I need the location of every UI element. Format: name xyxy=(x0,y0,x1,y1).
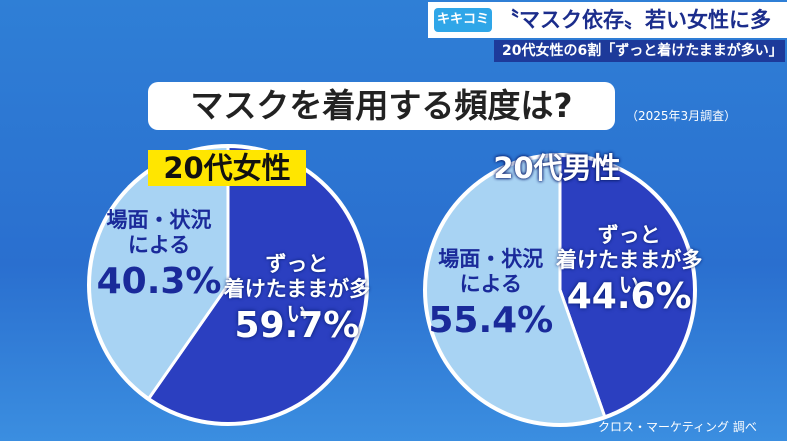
slice-value: 40.3% xyxy=(96,261,222,303)
chart-title: 20代女性 xyxy=(148,150,306,186)
slice-value: 44.6% xyxy=(566,276,692,318)
source: クロス・マーケティング 調べ xyxy=(598,420,757,434)
slice-category: ずっと 着けたままが多い xyxy=(556,223,703,298)
date-note: （2025年3月調査） xyxy=(626,109,737,123)
slice-value: 55.4% xyxy=(428,299,554,341)
slice-category: 場面・状況 による xyxy=(106,208,212,258)
badge: キキコミ xyxy=(434,8,492,32)
pie-outline xyxy=(87,144,369,426)
slice-category: ずっと 着けたままが多い xyxy=(223,251,371,326)
chart-title: 20代男性 xyxy=(493,151,621,185)
slice-category: 場面・状況 による xyxy=(438,246,544,296)
pie-outline xyxy=(423,153,697,427)
question: マスクを着用する頻度は? xyxy=(148,82,615,130)
slice-value: 59.7% xyxy=(234,304,360,346)
subhead-bar: 20代女性の6割「ずっと着けたままが多い」 xyxy=(494,40,785,62)
